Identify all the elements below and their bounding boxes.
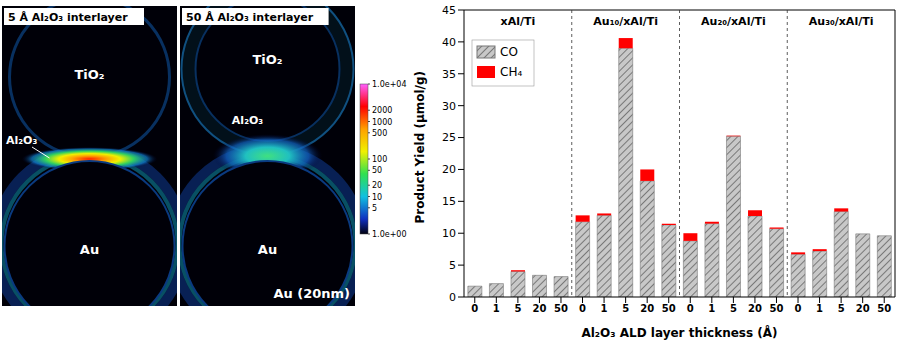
svg-text:xAl/Ti: xAl/Ti	[501, 15, 536, 28]
svg-text:Product Yield (μmol/g): Product Yield (μmol/g)	[413, 71, 427, 224]
svg-text:5: 5	[730, 303, 737, 314]
svg-text:CO: CO	[500, 45, 518, 59]
svg-text:10: 10	[442, 227, 456, 240]
svg-text:40: 40	[442, 36, 456, 49]
svg-text:5: 5	[372, 204, 377, 213]
svg-text:50: 50	[877, 303, 891, 314]
svg-text:TiO₂: TiO₂	[252, 52, 282, 67]
svg-text:35: 35	[442, 68, 456, 81]
svg-text:Al₂O₃: Al₂O₃	[6, 134, 37, 147]
svg-text:Au: Au	[258, 242, 277, 257]
svg-text:Au (20nm): Au (20nm)	[273, 286, 350, 301]
svg-text:5 Å Al₂O₃ interlayer: 5 Å Al₂O₃ interlayer	[8, 11, 128, 24]
svg-text:0: 0	[687, 303, 694, 314]
svg-text:2000: 2000	[372, 106, 392, 115]
svg-text:1.0e+00: 1.0e+00	[372, 230, 407, 239]
svg-text:Au₂₀/xAl/Ti: Au₂₀/xAl/Ti	[701, 15, 766, 28]
svg-text:20: 20	[640, 303, 654, 314]
svg-text:500: 500	[372, 129, 387, 138]
svg-text:50 Å Al₂O₃ interlayer: 50 Å Al₂O₃ interlayer	[186, 11, 314, 24]
svg-text:0: 0	[471, 303, 478, 314]
svg-text:0: 0	[579, 303, 586, 314]
svg-text:50: 50	[554, 303, 568, 314]
svg-text:5: 5	[622, 303, 629, 314]
svg-text:50: 50	[770, 303, 784, 314]
svg-text:Au: Au	[80, 242, 99, 257]
svg-text:15: 15	[442, 195, 456, 208]
svg-text:50: 50	[662, 303, 676, 314]
svg-text:25: 25	[442, 131, 456, 144]
svg-text:20: 20	[532, 303, 546, 314]
svg-text:5: 5	[449, 259, 456, 272]
svg-text:1: 1	[708, 303, 715, 314]
svg-text:1.0e+04: 1.0e+04	[372, 80, 407, 89]
svg-text:50: 50	[372, 166, 382, 175]
svg-text:1: 1	[493, 303, 500, 314]
svg-text:20: 20	[856, 303, 870, 314]
svg-text:Au₃₀/xAl/Ti: Au₃₀/xAl/Ti	[809, 15, 874, 28]
svg-text:20: 20	[442, 163, 456, 176]
svg-text:Al₂O₃: Al₂O₃	[232, 114, 263, 127]
svg-text:1: 1	[601, 303, 608, 314]
svg-text:CH₄: CH₄	[500, 65, 522, 79]
svg-text:1: 1	[816, 303, 823, 314]
svg-text:1000: 1000	[372, 118, 392, 127]
svg-text:0: 0	[449, 291, 456, 304]
svg-text:45: 45	[442, 4, 456, 17]
svg-text:0: 0	[795, 303, 802, 314]
svg-text:20: 20	[748, 303, 762, 314]
svg-text:20: 20	[372, 181, 382, 190]
svg-text:Au₁₀/xAl/Ti: Au₁₀/xAl/Ti	[593, 15, 658, 28]
svg-text:100: 100	[372, 155, 387, 164]
svg-text:Al₂O₃ ALD layer thickness (Å): Al₂O₃ ALD layer thickness (Å)	[581, 325, 777, 340]
svg-text:TiO₂: TiO₂	[74, 67, 104, 82]
svg-text:5: 5	[514, 303, 521, 314]
svg-text:30: 30	[442, 100, 456, 113]
svg-text:5: 5	[838, 303, 845, 314]
svg-text:10: 10	[372, 193, 382, 202]
